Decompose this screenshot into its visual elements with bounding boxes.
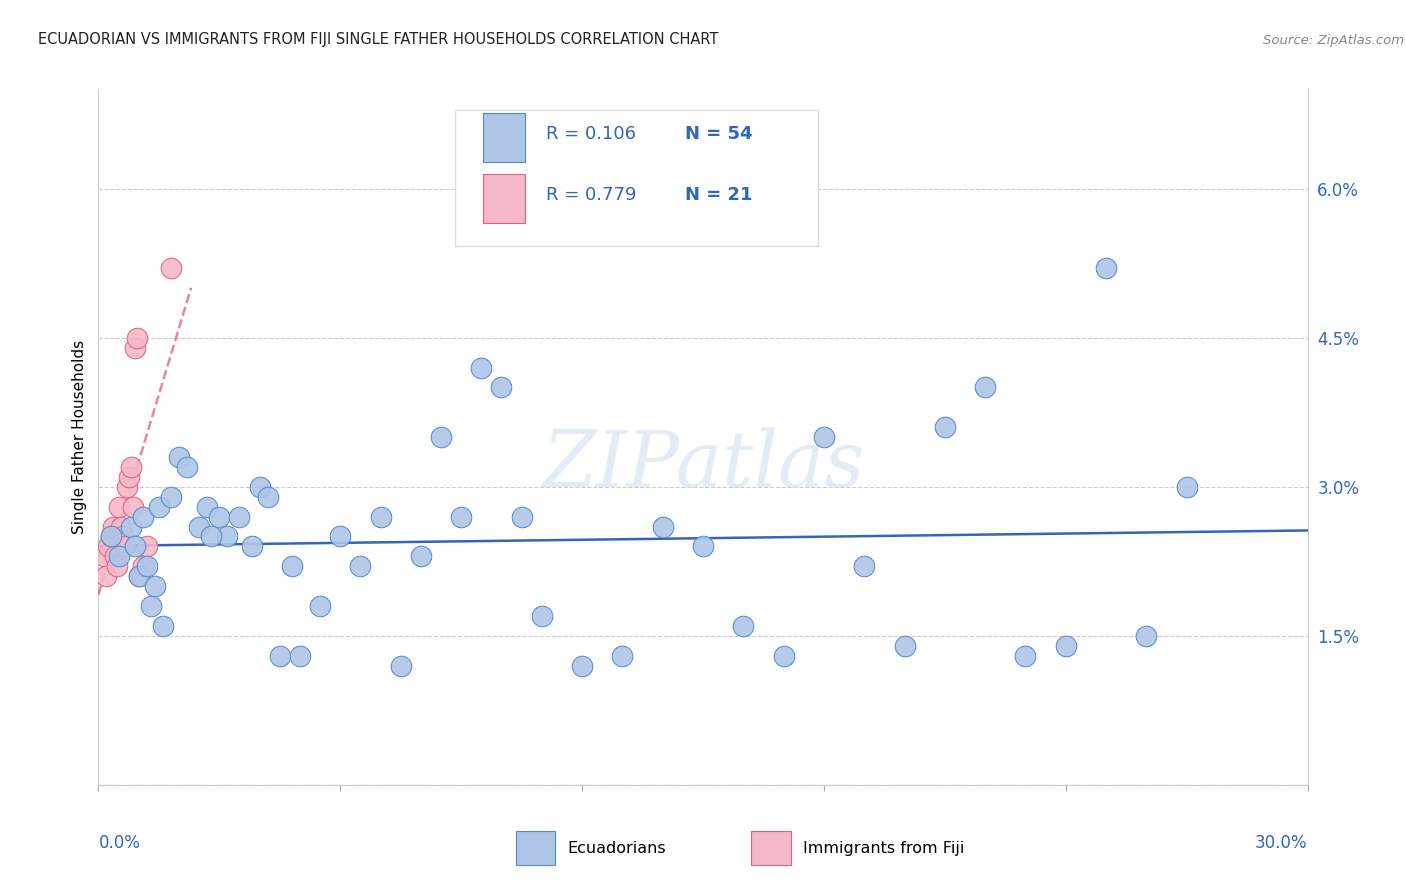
Point [217,529,239,543]
Point [370,509,392,524]
Point [1175,480,1198,494]
Point [772,648,794,663]
Point [491,380,513,394]
Point [176,459,198,474]
Point [96,569,118,583]
Point [470,360,492,375]
Text: Immigrants from Fiji: Immigrants from Fiji [803,840,965,855]
Point [132,509,155,524]
Point [249,480,271,494]
Point [240,540,263,554]
Point [93,549,115,564]
Point [132,559,155,574]
Text: R = 0.106: R = 0.106 [546,125,636,144]
Point [115,480,138,494]
Point [430,430,453,444]
Point [128,569,150,583]
Point [103,549,125,564]
Point [510,509,533,524]
Point [100,529,122,543]
Point [160,261,183,276]
Text: N = 21: N = 21 [685,186,752,203]
Point [120,459,142,474]
Point [269,648,291,663]
Point [101,519,124,533]
Text: ECUADORIAN VS IMMIGRANTS FROM FIJI SINGLE FATHER HOUSEHOLDS CORRELATION CHART: ECUADORIAN VS IMMIGRANTS FROM FIJI SINGL… [38,32,718,47]
Point [135,540,157,554]
Point [281,559,304,574]
Point [256,490,278,504]
Point [450,509,472,524]
Text: 30.0%: 30.0% [1256,834,1308,852]
Point [167,450,190,464]
Point [120,519,142,533]
Point [651,519,673,533]
FancyBboxPatch shape [482,174,526,223]
Point [125,331,148,345]
Point [139,599,162,613]
Point [853,559,876,574]
Text: R = 0.779: R = 0.779 [546,186,637,203]
Point [105,559,128,574]
Text: N = 54: N = 54 [685,125,752,144]
Point [160,490,183,504]
Point [893,639,915,653]
Point [1135,629,1157,643]
Point [128,569,150,583]
Point [107,500,129,514]
Point [309,599,332,613]
Point [692,540,714,554]
Point [135,559,157,574]
Point [813,430,835,444]
Text: ZIPatlas: ZIPatlas [541,426,865,503]
Point [571,658,593,673]
Text: 0.0%: 0.0% [98,834,141,852]
Point [148,500,170,514]
Text: Ecuadorians: Ecuadorians [568,840,666,855]
Text: Source: ZipAtlas.com: Source: ZipAtlas.com [1263,35,1405,47]
Point [228,509,250,524]
FancyBboxPatch shape [751,831,792,865]
Point [97,540,120,554]
Point [530,609,553,624]
Point [409,549,432,564]
Point [124,341,146,355]
Point [195,500,218,514]
Point [143,579,166,593]
Y-axis label: Single Father Households: Single Father Households [72,340,87,534]
Point [1095,261,1118,276]
Point [1014,648,1036,663]
Point [114,540,136,554]
Point [111,529,134,543]
Point [288,648,311,663]
Point [208,509,231,524]
Point [329,529,352,543]
Point [188,519,211,533]
Point [389,658,412,673]
FancyBboxPatch shape [456,110,818,245]
FancyBboxPatch shape [482,113,526,162]
FancyBboxPatch shape [516,831,555,865]
Point [100,529,122,543]
Point [974,380,997,394]
Point [121,500,143,514]
Point [118,470,141,484]
Point [200,529,222,543]
Point [733,619,755,633]
Point [349,559,371,574]
Point [124,540,146,554]
Point [110,519,132,533]
Point [934,420,956,434]
Point [152,619,174,633]
Point [612,648,634,663]
Point [107,549,129,564]
Point [1054,639,1077,653]
